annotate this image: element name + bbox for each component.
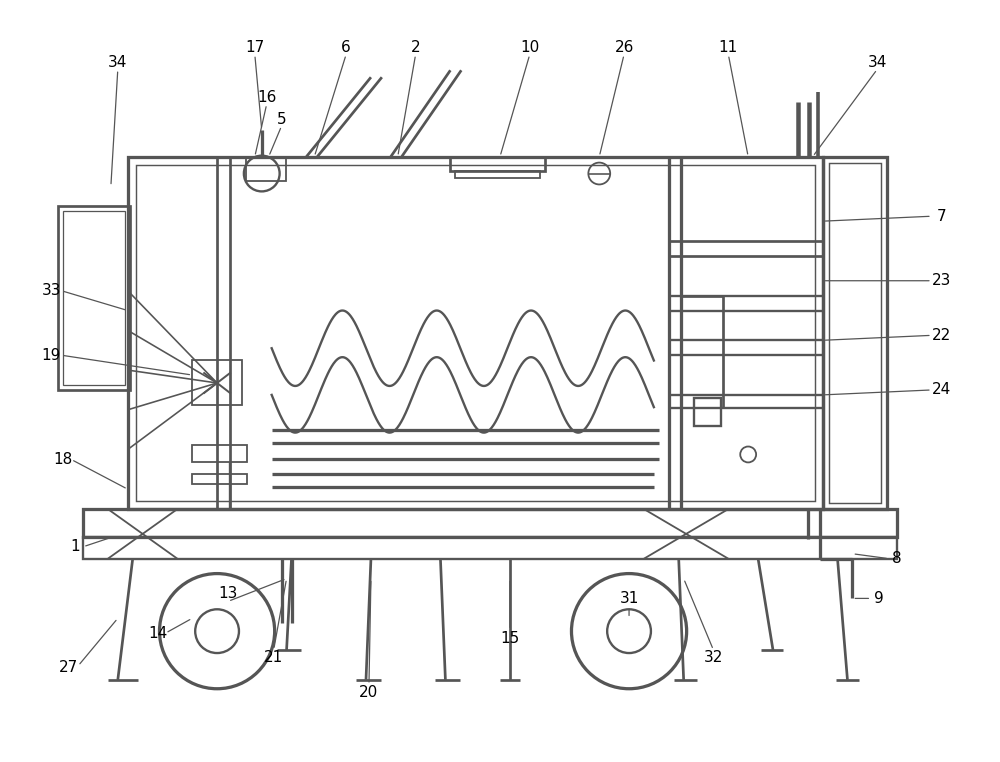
- Bar: [192, 360, 242, 405]
- Bar: [450, 157, 545, 171]
- Text: 34: 34: [108, 55, 127, 70]
- Bar: [83, 537, 897, 559]
- Text: 17: 17: [245, 40, 264, 55]
- Bar: [192, 474, 247, 484]
- Bar: [823, 157, 887, 509]
- Text: 32: 32: [704, 651, 723, 665]
- Bar: [83, 509, 897, 537]
- Text: 7: 7: [937, 209, 947, 224]
- Text: 16: 16: [257, 90, 276, 104]
- Bar: [58, 207, 130, 390]
- Text: 1: 1: [70, 539, 80, 554]
- Text: 18: 18: [54, 452, 73, 467]
- Text: 22: 22: [932, 328, 951, 343]
- Bar: [192, 444, 247, 463]
- Text: 34: 34: [868, 55, 887, 70]
- Text: 14: 14: [148, 626, 167, 641]
- Bar: [246, 157, 286, 181]
- Text: 9: 9: [874, 591, 884, 606]
- Text: 24: 24: [932, 383, 951, 398]
- Text: 31: 31: [619, 591, 639, 606]
- Bar: [63, 211, 125, 385]
- Text: 20: 20: [359, 685, 379, 700]
- Bar: [128, 157, 823, 509]
- Text: 23: 23: [932, 274, 951, 288]
- Text: 6: 6: [341, 40, 351, 55]
- Bar: [455, 171, 540, 178]
- Text: 10: 10: [520, 40, 539, 55]
- Text: 19: 19: [42, 347, 61, 363]
- Bar: [829, 162, 881, 503]
- Text: 8: 8: [892, 551, 902, 566]
- Bar: [136, 165, 815, 501]
- Text: 13: 13: [218, 586, 238, 601]
- Text: 21: 21: [264, 651, 283, 665]
- Text: 26: 26: [614, 40, 634, 55]
- Text: 27: 27: [59, 661, 78, 675]
- Text: 33: 33: [42, 283, 61, 298]
- Text: 11: 11: [719, 40, 738, 55]
- Text: 2: 2: [411, 40, 420, 55]
- Bar: [694, 398, 721, 426]
- Text: 5: 5: [277, 113, 286, 127]
- Text: 15: 15: [500, 631, 520, 645]
